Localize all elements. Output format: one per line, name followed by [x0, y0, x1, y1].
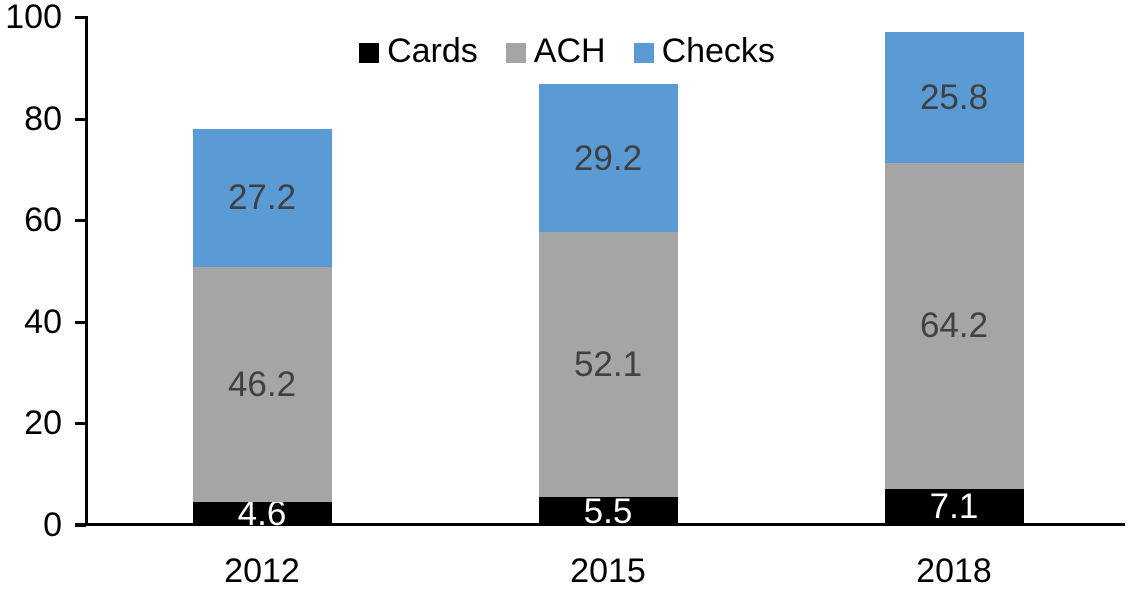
- bar-2015-cards: 5.5: [538, 494, 678, 529]
- y-tick-80: [75, 117, 86, 121]
- y-tick-label-20: 20: [24, 404, 62, 443]
- data-label-2018-ach: 64.2: [919, 306, 989, 346]
- legend-item-ach: ACH: [505, 32, 606, 70]
- y-tick-20: [75, 422, 86, 426]
- legend-swatch-cards: [359, 43, 380, 63]
- legend-label-ach: ACH: [533, 32, 606, 70]
- bar-2015-checks: 29.2: [538, 84, 678, 233]
- x-axis-label-2015: 2015: [570, 552, 646, 590]
- y-tick-label-80: 80: [24, 99, 62, 138]
- data-label-2018-checks: 25.8: [919, 77, 989, 117]
- bar-2012-ach: 46.2: [192, 266, 332, 502]
- bar-2018-ach: 64.2: [884, 162, 1024, 489]
- legend-item-checks: Checks: [633, 32, 775, 70]
- data-label-2012-checks: 27.2: [227, 178, 297, 218]
- legend-swatch-checks: [633, 43, 654, 63]
- bar-2018-cards: 7.1: [884, 487, 1024, 527]
- data-label-2012-ach: 46.2: [227, 364, 297, 404]
- x-axis-label-2012: 2012: [224, 552, 300, 590]
- data-label-2015-ach: 52.1: [573, 345, 643, 385]
- data-label-2012-cards: 4.6: [237, 493, 287, 533]
- legend-label-cards: Cards: [387, 32, 478, 70]
- bar-2015-ach: 52.1: [538, 232, 678, 498]
- y-tick-60: [75, 219, 86, 223]
- y-tick-label-100: 100: [5, 0, 62, 36]
- legend-label-checks: Checks: [661, 32, 775, 70]
- bar-2012-checks: 27.2: [192, 128, 332, 267]
- y-tick-40: [75, 320, 86, 324]
- y-tick-label-40: 40: [24, 302, 62, 341]
- x-axis-label-2018: 2018: [916, 552, 992, 590]
- y-tick-label-0: 0: [43, 506, 62, 544]
- y-tick-100: [75, 16, 86, 19]
- bar-2012-cards: 4.6: [192, 496, 332, 531]
- y-tick-label-60: 60: [24, 201, 62, 240]
- y-axis-line: [85, 16, 88, 526]
- legend-swatch-ach: [505, 43, 526, 63]
- y-tick-0: [75, 524, 86, 527]
- bar-2018-checks: 25.8: [884, 31, 1024, 163]
- legend-item-cards: Cards: [359, 33, 478, 69]
- data-label-2018-cards: 7.1: [929, 487, 979, 527]
- data-label-2015-cards: 5.5: [583, 491, 633, 531]
- data-label-2015-checks: 29.2: [573, 138, 643, 178]
